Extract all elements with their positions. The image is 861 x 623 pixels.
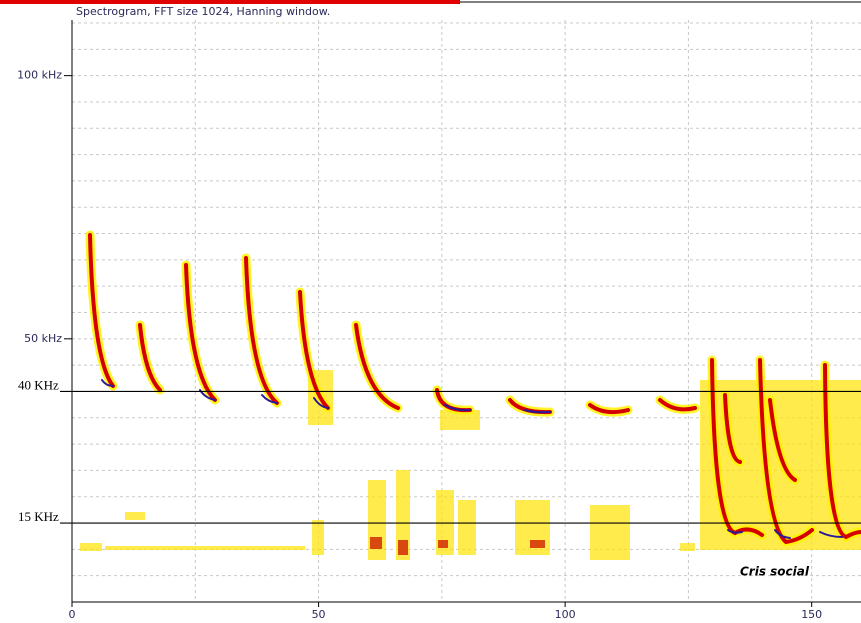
axes: 100 kHz 50 kHz 0 50 100 150 40 KHz 15 KHz xyxy=(17,20,861,621)
y-tick-label: 50 kHz xyxy=(24,332,62,345)
chart-title: Spectrogram, FFT size 1024, Hanning wind… xyxy=(76,5,330,18)
title-accent xyxy=(0,0,460,4)
grid xyxy=(72,20,861,602)
x-tick-label: 150 xyxy=(801,608,822,621)
y-tick-label: 100 kHz xyxy=(17,69,62,82)
x-tick-label: 0 xyxy=(69,608,76,621)
annotation: Cris social xyxy=(740,565,810,579)
spectrogram-image xyxy=(80,235,861,560)
x-tick-label: 50 xyxy=(312,608,326,621)
reference-label: 15 KHz xyxy=(18,509,59,524)
x-tick-label: 100 xyxy=(555,608,576,621)
reference-label: 40 KHz xyxy=(18,377,59,392)
